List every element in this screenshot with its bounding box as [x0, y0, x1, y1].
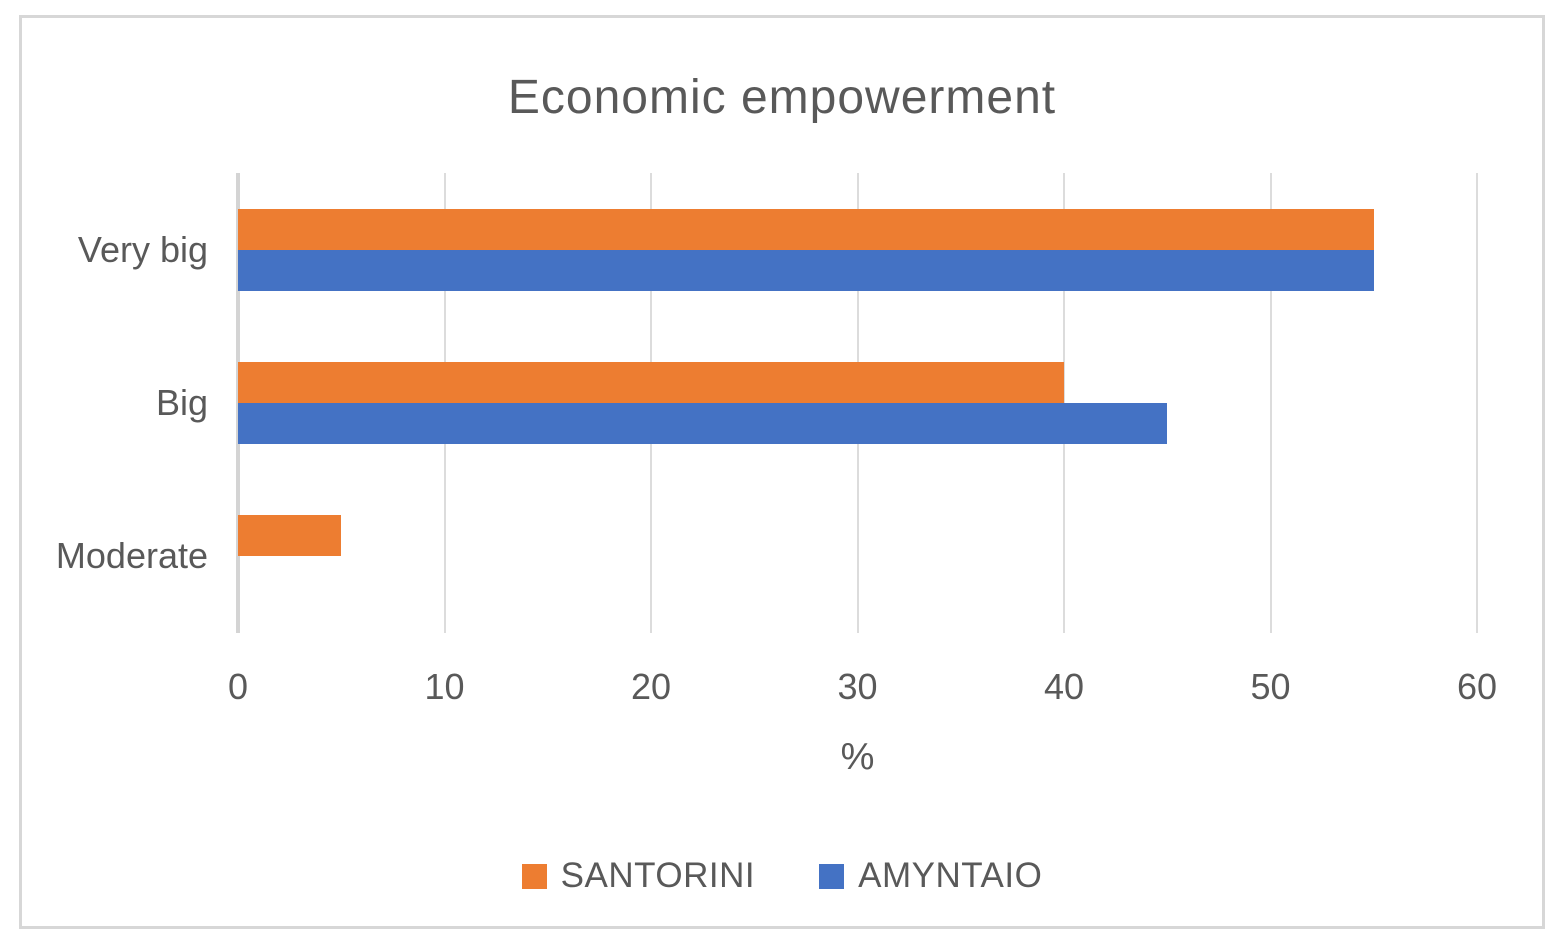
santorini-bar-moderate: [238, 515, 342, 557]
bar-chart: Economic empowerment Very big Big Moderate…: [22, 18, 1542, 926]
chart-frame: Economic empowerment Very big Big Moderate…: [19, 15, 1545, 929]
plot-rows: [238, 173, 1477, 633]
category-label-moderate: Moderate: [55, 535, 208, 577]
gridline-50: [1269, 173, 1272, 633]
category-row-big: [238, 326, 1477, 479]
plot-area: [236, 173, 1478, 633]
santorini-bar-big: [238, 361, 1064, 403]
x-tick-20: 20: [630, 666, 672, 707]
x-tick-0: 0: [227, 666, 249, 707]
bar-pair: [238, 515, 1477, 597]
santorini-bar-very-big: [238, 208, 1374, 250]
x-tick-60: 60: [1456, 666, 1498, 707]
bar-pair: [238, 361, 1477, 444]
chart-legend: SANTORINI AMYNTAIO: [22, 856, 1542, 896]
amyntaio-bar-very-big: [238, 249, 1374, 291]
bar-pair: [238, 208, 1477, 291]
category-row-very-big: [238, 173, 1477, 326]
category-row-moderate: [238, 480, 1477, 633]
gridline-60: [1476, 173, 1478, 633]
x-axis-tick-labels: 0 10 20 30 40 50 60: [228, 666, 1497, 712]
category-label-big: Big: [155, 381, 208, 423]
x-tick-10: 10: [424, 666, 465, 707]
x-axis-title: %: [840, 736, 875, 778]
amyntaio-legend-label: AMYNTAIO: [858, 856, 1043, 895]
x-tick-40: 40: [1043, 666, 1085, 707]
x-tick-50: 50: [1250, 666, 1291, 707]
amyntaio-legend-swatch: [819, 863, 845, 889]
chart-title: Economic empowerment: [507, 71, 1057, 124]
x-tick-30: 30: [837, 666, 878, 707]
legend-item-santorini: SANTORINI: [521, 856, 756, 896]
amyntaio-bar-big: [238, 402, 1168, 444]
santorini-legend-swatch: [521, 863, 547, 889]
santorini-legend-label: SANTORINI: [560, 856, 756, 895]
y-axis-category-labels: Very big Big Moderate: [22, 173, 208, 633]
legend-item-amyntaio: AMYNTAIO: [819, 856, 1042, 896]
category-label-very-big: Very big: [77, 228, 208, 270]
